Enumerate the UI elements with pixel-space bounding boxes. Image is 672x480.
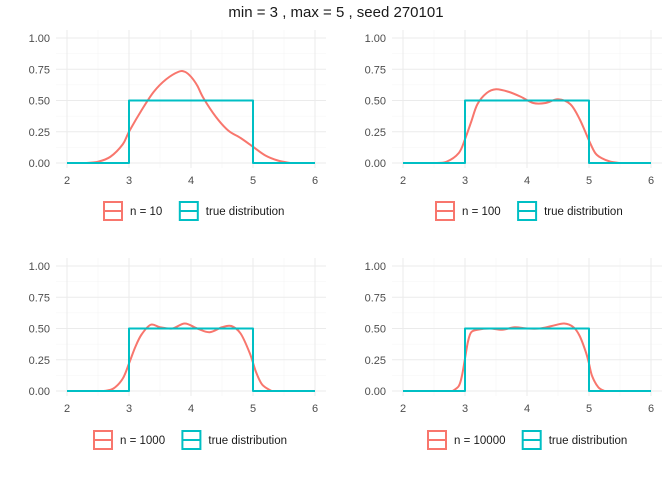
legend-label: n = 10 xyxy=(130,206,162,218)
legend-label: true distribution xyxy=(206,206,285,218)
x-tick-label: 2 xyxy=(400,175,406,187)
x-tick-label: 2 xyxy=(400,403,406,415)
y-tick-label: 1.00 xyxy=(29,261,50,273)
y-tick-label: 0.50 xyxy=(29,324,50,336)
x-tick-label: 3 xyxy=(462,175,468,187)
y-tick-label: 0.25 xyxy=(29,127,50,139)
legend: n = 10000 true distribution xyxy=(427,430,628,450)
density-estimate-line xyxy=(451,322,606,392)
x-tick-label: 3 xyxy=(126,175,132,187)
x-tick-label: 3 xyxy=(462,403,468,415)
figure-title: min = 3 , max = 5 , seed 270101 xyxy=(228,4,444,21)
x-tick-label: 6 xyxy=(648,175,654,187)
y-tick-label: 1.00 xyxy=(365,33,386,45)
x-tick-label: 2 xyxy=(64,175,70,187)
x-tick-label: 3 xyxy=(126,403,132,415)
legend-label: true distribution xyxy=(208,435,287,447)
y-tick-label: 0.75 xyxy=(365,64,386,76)
y-tick-label: 0.00 xyxy=(29,386,50,398)
legend-label: n = 10000 xyxy=(454,435,505,447)
y-tick-label: 0.00 xyxy=(29,158,50,170)
density-estimate-line xyxy=(85,69,291,164)
x-tick-label: 4 xyxy=(524,403,530,415)
legend: n = 1000 true distribution xyxy=(93,430,287,450)
legend: n = 10 true distribution xyxy=(103,201,285,221)
x-tick-label: 4 xyxy=(188,175,194,187)
legend-label: true distribution xyxy=(549,435,628,447)
true-distribution-line xyxy=(67,327,315,392)
x-tick-label: 6 xyxy=(312,175,318,187)
panel-4: 2 3 4 5 6 0.00 0.25 0.50 0.75 1.00 n = 10000 true d… xyxy=(365,258,662,450)
panel-2: 2 3 4 5 6 0.00 0.25 0.50 0.75 1.00 n = 100 true dis… xyxy=(365,30,662,221)
legend: n = 100 true distribution xyxy=(435,201,623,221)
y-tick-label: 0.00 xyxy=(365,158,386,170)
y-tick-label: 0.25 xyxy=(365,355,386,367)
y-tick-label: 0.25 xyxy=(29,355,50,367)
x-tick-label: 4 xyxy=(188,403,194,415)
y-tick-label: 0.75 xyxy=(29,64,50,76)
y-tick-label: 0.50 xyxy=(365,324,386,336)
y-tick-label: 0.75 xyxy=(365,292,386,304)
x-tick-label: 5 xyxy=(586,175,592,187)
legend-label: true distribution xyxy=(544,206,623,218)
legend-label: n = 100 xyxy=(462,206,501,218)
x-tick-label: 5 xyxy=(586,403,592,415)
y-tick-label: 1.00 xyxy=(29,33,50,45)
y-tick-label: 0.50 xyxy=(365,96,386,108)
true-distribution-line xyxy=(403,99,651,164)
x-tick-label: 4 xyxy=(524,175,530,187)
x-tick-label: 6 xyxy=(648,403,654,415)
true-distribution-line xyxy=(403,327,651,392)
panel-3: 2 3 4 5 6 0.00 0.25 0.50 0.75 1.00 n = 1000 true di… xyxy=(29,258,326,450)
y-tick-label: 0.50 xyxy=(29,96,50,108)
panel-1: 2 3 4 5 6 0.00 0.25 0.50 0.75 1.00 n = 10 true dist… xyxy=(29,30,326,221)
x-tick-label: 2 xyxy=(64,403,70,415)
x-tick-label: 6 xyxy=(312,403,318,415)
y-tick-label: 0.75 xyxy=(29,292,50,304)
legend-label: n = 1000 xyxy=(120,435,165,447)
x-tick-label: 5 xyxy=(250,175,256,187)
x-tick-label: 5 xyxy=(250,403,256,415)
y-tick-label: 0.00 xyxy=(365,386,386,398)
true-distribution-line xyxy=(67,99,315,164)
y-tick-label: 0.25 xyxy=(365,127,386,139)
y-tick-label: 1.00 xyxy=(365,261,386,273)
